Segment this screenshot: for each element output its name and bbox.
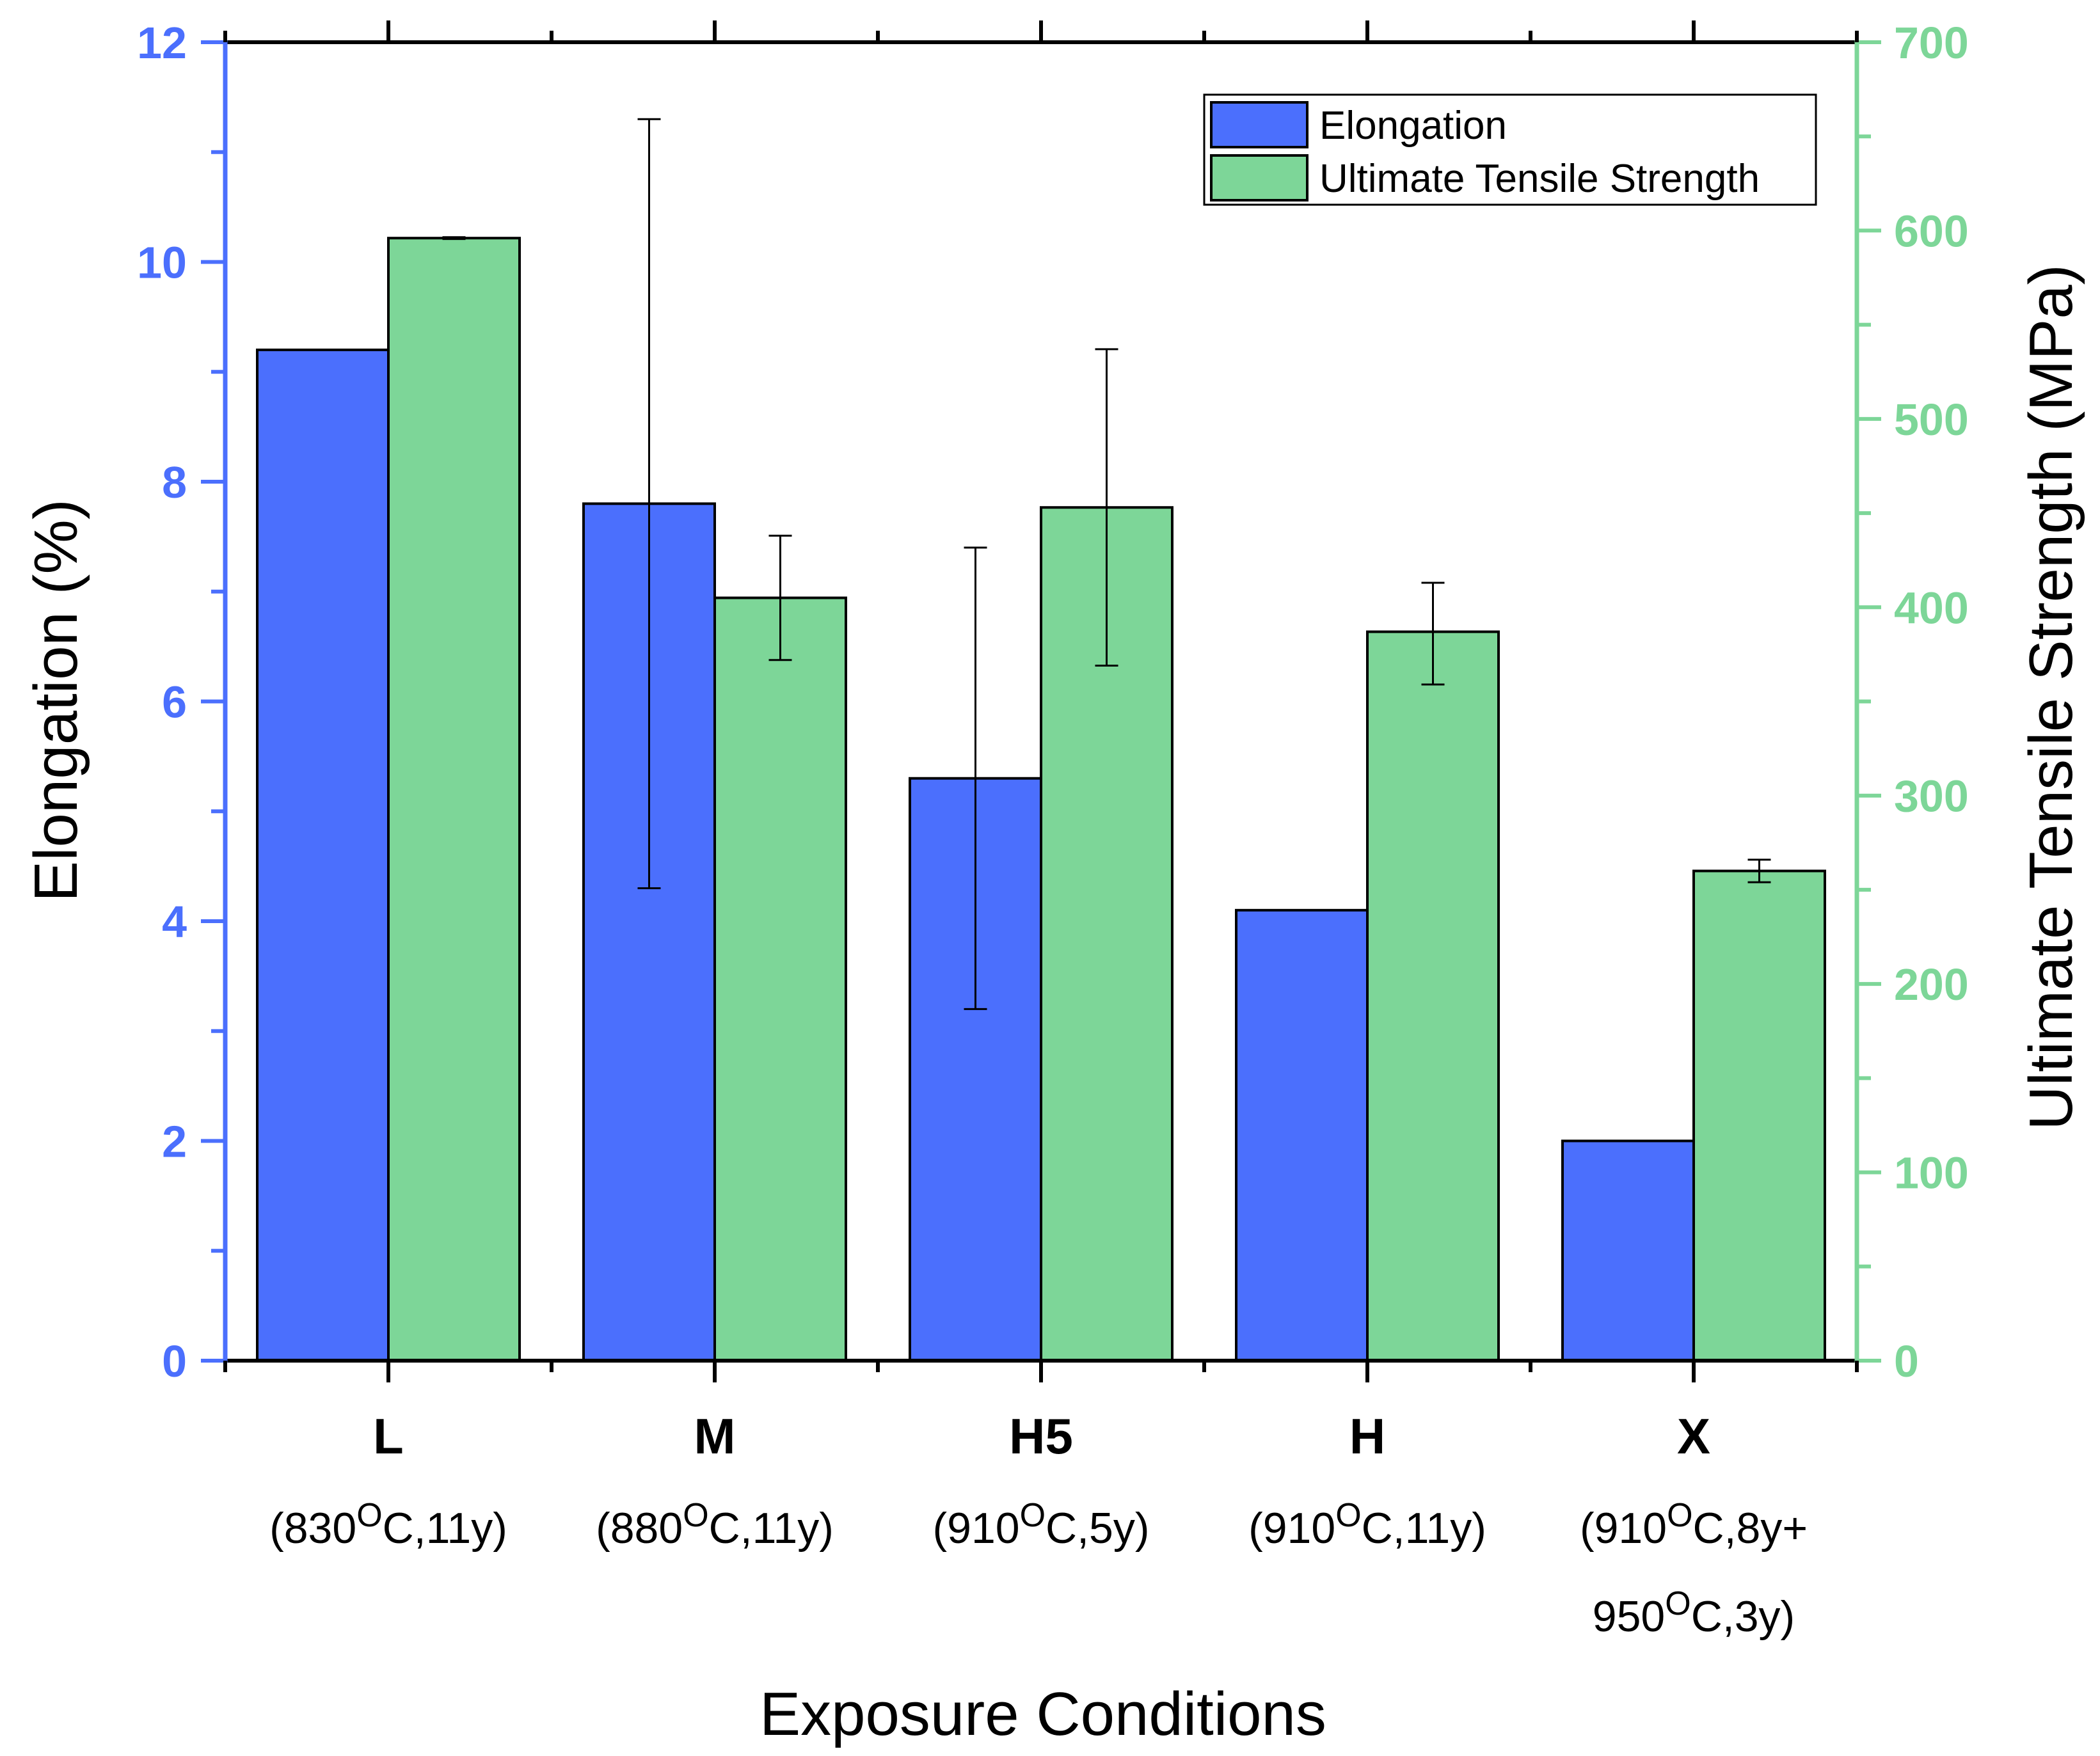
bar-elongation-l [256,348,390,1362]
error-bar-uts-m [768,534,792,661]
category-condition-x: (910OC,8y+ [1580,1497,1808,1553]
category-condition-m: (880OC,11y) [596,1497,834,1553]
y-right-tick-label: 100 [1894,1148,1969,1198]
legend-label-uts: Ultimate Tensile Strength [1319,157,1760,201]
category-label-l: L [373,1408,404,1464]
category-condition2-x: 950OC,3y) [1593,1585,1795,1641]
y-right-tick-label: 600 [1894,206,1969,256]
category-label-x: X [1677,1408,1710,1464]
y-right-tick-label: 500 [1894,395,1969,445]
bar-uts-l [387,237,521,1363]
y-right-tick-label: 700 [1894,18,1969,68]
y-axis-right-title: Ultimate Tensile Strength (MPa) [2017,264,2085,1130]
axes-layer: 0 2 4 6 8 10 12 0 100 200 300 400 500 600 700 [137,18,1969,1386]
y-left-tick-label: 10 [137,238,187,288]
y-axis-left-title: Elongation (%) [22,499,90,902]
category-label-h5: H5 [1009,1408,1073,1464]
error-bar-elongation-h5 [964,546,987,1010]
legend-swatch-uts [1210,154,1309,202]
y-right-tick-label: 300 [1894,771,1969,821]
bar-uts-h [1366,630,1500,1362]
y-left-tick-label: 12 [137,18,187,68]
error-bar-uts-h [1421,581,1445,686]
bar-uts-m [713,596,847,1362]
y-left-tick-label: 2 [162,1117,187,1167]
y-left-tick-label: 4 [162,897,187,947]
category-condition-l: (830OC,11y) [269,1497,507,1553]
y-left-tick-label: 0 [162,1336,187,1386]
x-axis-title: Exposure Conditions [760,1680,1326,1748]
error-bar-elongation-m [637,118,661,889]
error-bar-uts-x [1747,858,1771,883]
category-label-m: M [694,1408,736,1464]
error-bar-uts-h5 [1095,348,1118,667]
legend: Elongation Ultimate Tensile Strength [1203,93,1817,206]
bars-layer [256,237,1826,1363]
legend-swatch-elongation [1210,101,1309,148]
category-condition-h: (910OC,11y) [1248,1497,1486,1553]
y-right-tick-label: 200 [1894,960,1969,1009]
legend-label-elongation: Elongation [1319,104,1507,148]
category-label-h: H [1349,1408,1385,1464]
error-bars-layer [442,118,1771,1010]
bar-uts-x [1692,869,1826,1362]
category-labels-layer: L (830OC,11y) M (880OC,11y) H5 (910OC,5y) H (91… [269,1408,1808,1641]
y-right-tick-label: 0 [1894,1336,1919,1386]
y-right-tick-label: 400 [1894,583,1969,633]
category-condition-h5: (910OC,5y) [932,1497,1149,1553]
y-left-tick-label: 6 [162,677,187,727]
bar-elongation-h [1235,908,1369,1362]
bar-elongation-x [1561,1139,1695,1362]
y-left-tick-label: 8 [162,457,187,507]
error-bar-uts-l [442,236,466,241]
